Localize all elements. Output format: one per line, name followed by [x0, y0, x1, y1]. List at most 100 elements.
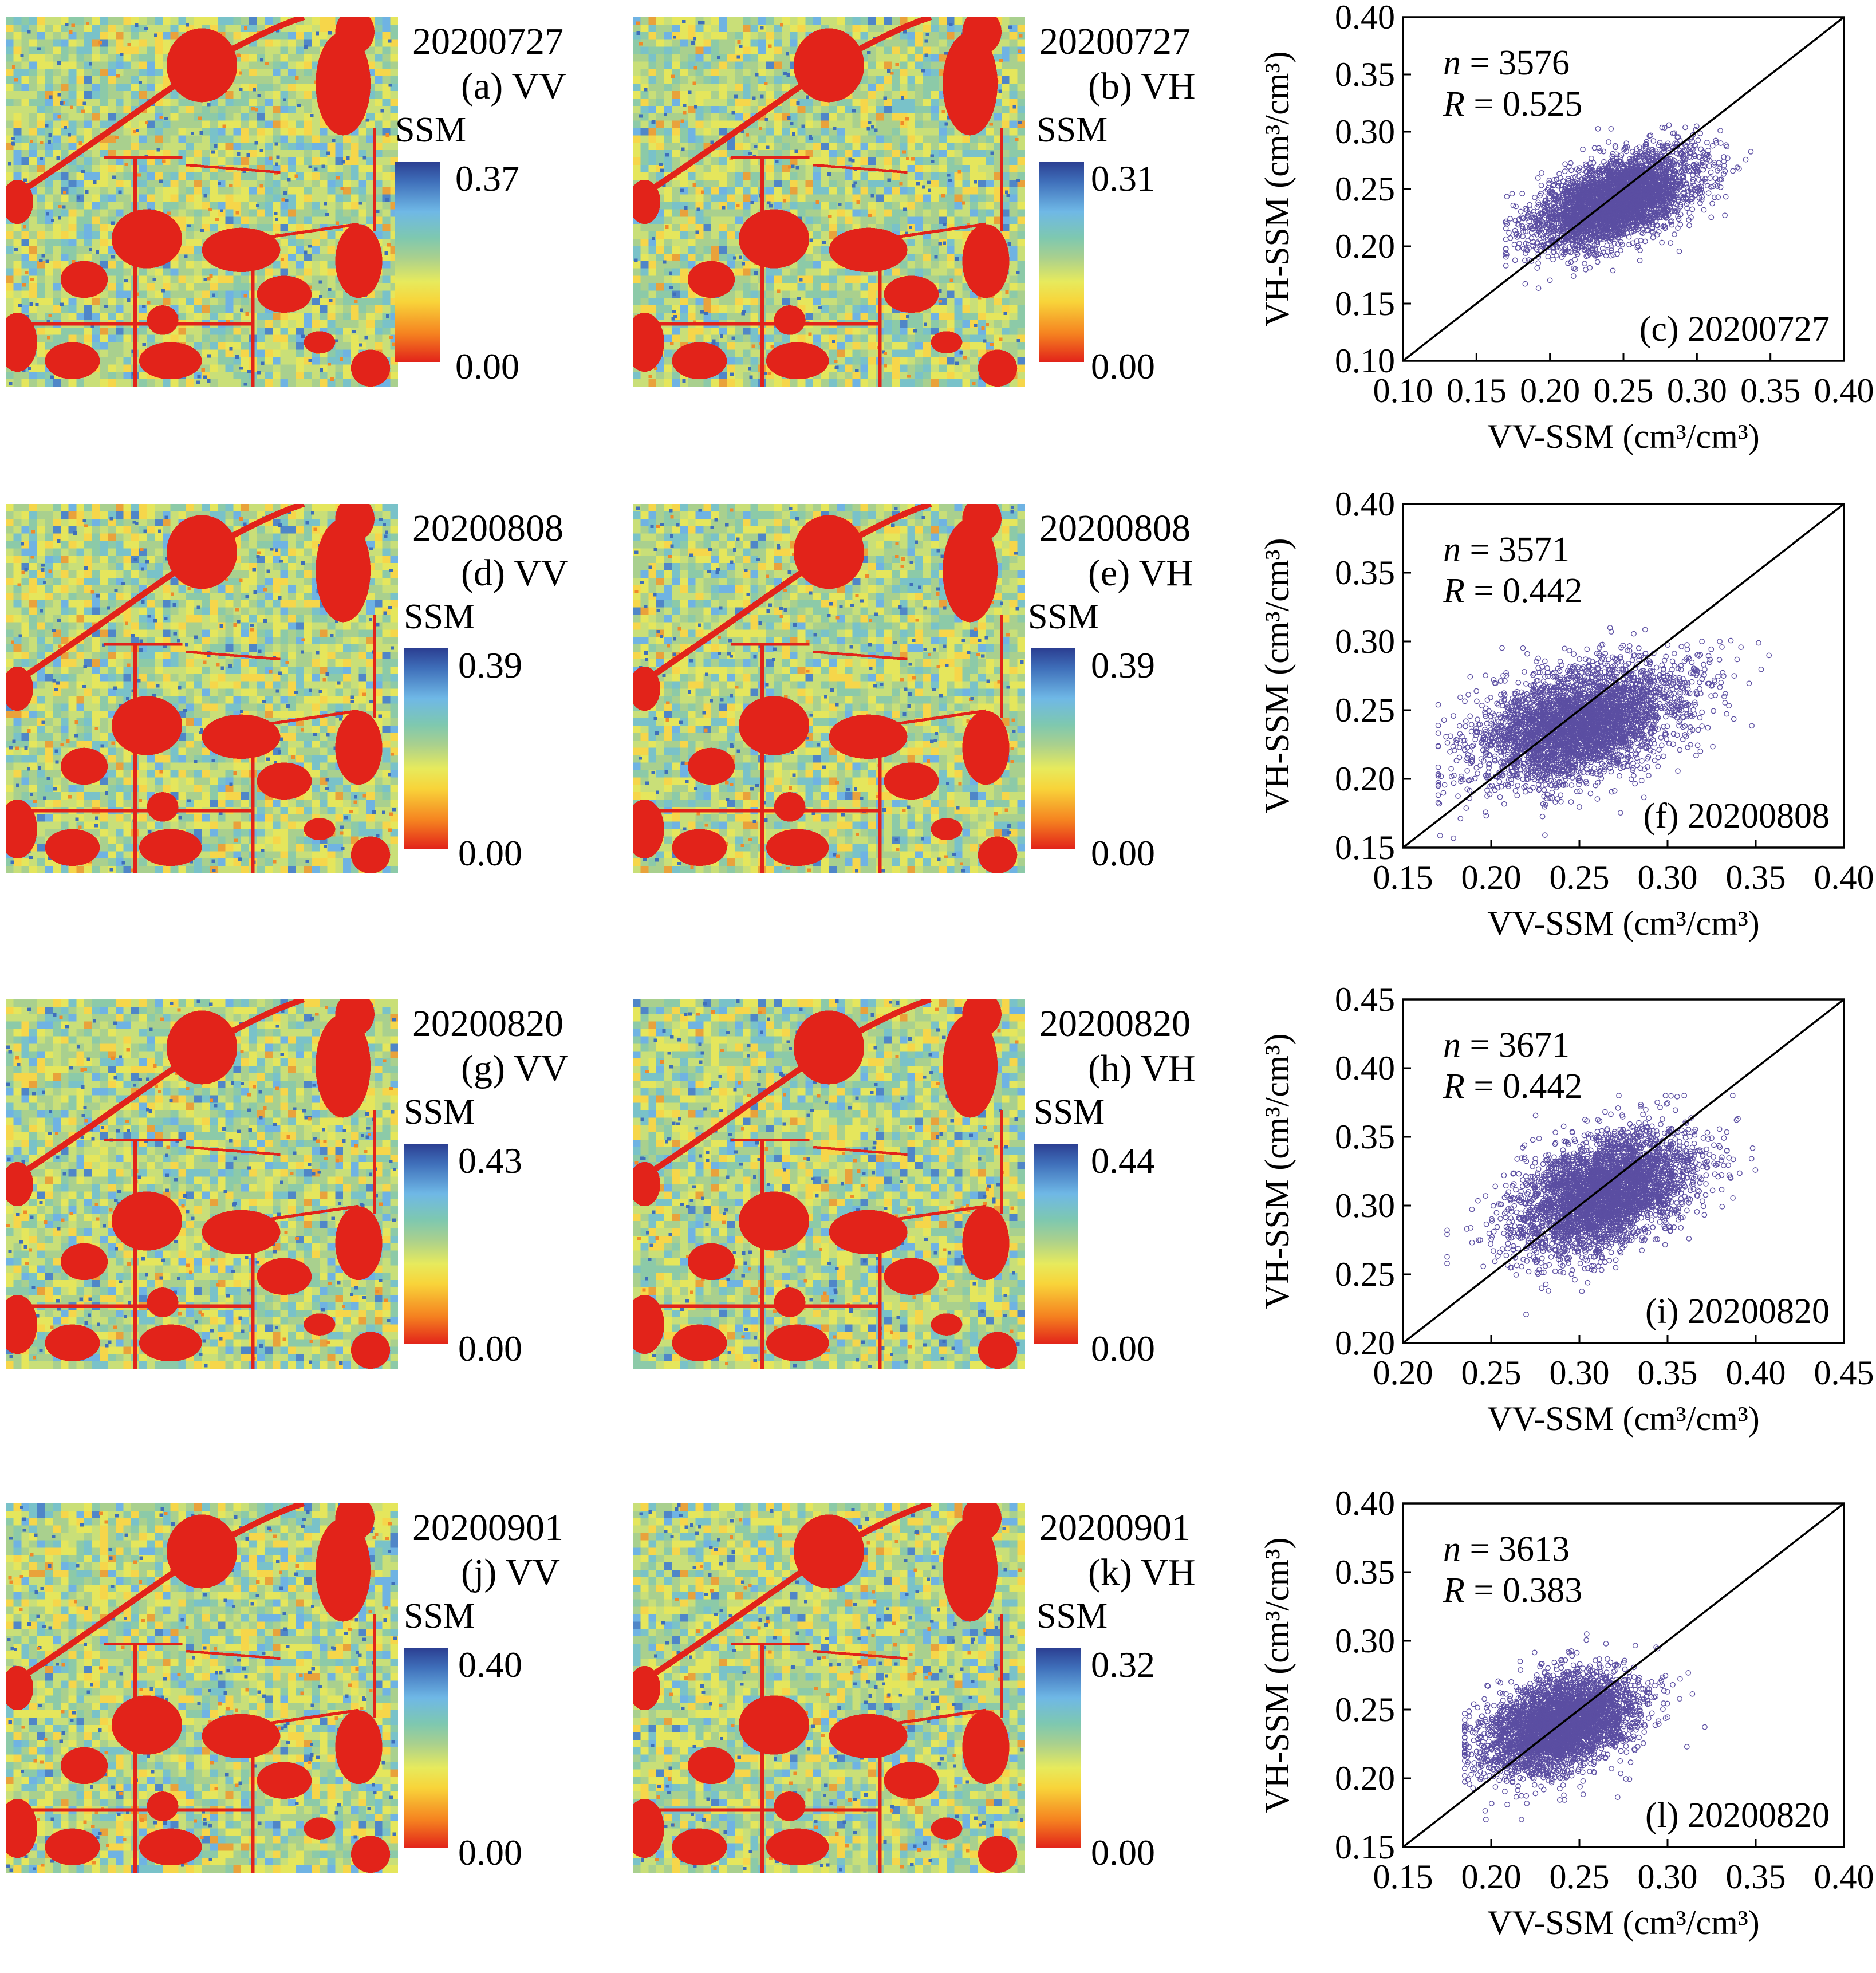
colorbar-min-label: 0.00: [1091, 835, 1155, 872]
scatter-point: [1524, 682, 1528, 686]
scatter-point: [1717, 685, 1722, 690]
scatter-point: [1523, 206, 1528, 211]
colorbar: [395, 162, 440, 362]
scatter-point: [1436, 731, 1440, 735]
colorbar: [1039, 162, 1084, 362]
scatter-point: [1698, 749, 1702, 754]
scatter-point: [1469, 722, 1474, 727]
scatter-point: [1701, 207, 1706, 212]
scatter-point: [1601, 149, 1606, 153]
scatter-point: [1513, 258, 1518, 262]
scatter-point: [1697, 686, 1702, 691]
scatter-point: [1508, 236, 1512, 241]
colorbar-title: SSM: [1036, 112, 1108, 148]
scatter-point: [1577, 174, 1581, 178]
scatter-point: [1683, 125, 1688, 129]
scatter-point: [1721, 172, 1726, 176]
scatter-point: [1448, 750, 1452, 754]
scatter-point: [1716, 195, 1720, 199]
scatter-point: [1571, 652, 1576, 656]
scatter-point: [1747, 681, 1751, 686]
map-date: 20200727: [412, 23, 563, 61]
y-tick-label: 0.40: [1335, 0, 1395, 36]
scatter-point: [1551, 257, 1555, 262]
scatter-point: [1536, 261, 1540, 265]
scatter-point: [1708, 170, 1713, 174]
scatter-point: [1504, 226, 1508, 231]
scatter-point: [1588, 791, 1593, 795]
scatter-point: [1464, 806, 1468, 810]
x-tick-label: 0.40: [1814, 372, 1874, 409]
scatter-point: [1639, 778, 1644, 783]
scatter-point: [1531, 671, 1536, 676]
scatter-point: [1536, 176, 1540, 180]
scatter-point: [1568, 260, 1573, 265]
scatter-point: [1469, 729, 1473, 734]
scatter-point: [1731, 168, 1735, 173]
scatter-point: [1706, 191, 1711, 195]
colorbar-max-label: 0.37: [455, 160, 519, 197]
scatter-point: [1512, 242, 1516, 247]
scatter-point: [1436, 723, 1440, 728]
colorbar-title: SSM: [404, 599, 475, 635]
scatter-point: [1610, 268, 1615, 273]
scatter-point: [1504, 263, 1508, 268]
y-tick-label: 0.30: [1335, 113, 1395, 151]
map-panel-label: (b) VH: [1088, 68, 1196, 105]
scatter-point: [1475, 771, 1480, 776]
scatter-point: [1606, 140, 1611, 144]
colorbar-title: SSM: [395, 112, 466, 148]
scatter-point: [1583, 267, 1588, 272]
scatter-point: [1724, 194, 1728, 199]
scatter-point: [1581, 147, 1585, 152]
map-date: 20200727: [1039, 23, 1191, 61]
scatter-point: [1743, 157, 1748, 162]
scatter-point: [1581, 770, 1586, 774]
scatter-points: [1504, 123, 1753, 290]
scatter-point: [1718, 185, 1723, 190]
scatter-point: [1706, 164, 1711, 168]
y-tick-label: 0.10: [1335, 342, 1395, 380]
scatter-point: [1697, 715, 1702, 720]
scatter-point: [1660, 240, 1664, 245]
scatter-point: [1651, 139, 1656, 143]
scatter-point: [1436, 702, 1440, 707]
scatter-point: [1676, 226, 1680, 230]
x-tick-label: 0.15: [1447, 372, 1507, 409]
ssm-map-vh: [633, 504, 1025, 873]
scatter-point: [1723, 213, 1727, 218]
colorbar-min-label: 0.00: [455, 348, 519, 385]
scatter-point: [1700, 724, 1704, 728]
map-panel-label: (a) VV: [461, 68, 566, 105]
scatter-point: [1668, 241, 1673, 245]
figure-row-1: 20200727 (a) VV SSM 0.37 0.00 20200727 (…: [0, 0, 1876, 487]
scatter-point: [1547, 278, 1552, 282]
scatter-point: [1563, 162, 1567, 166]
x-tick-label: 0.30: [1667, 372, 1727, 409]
scatter-point: [1595, 259, 1600, 264]
scatter-point: [1698, 131, 1702, 136]
scatter-point: [1720, 670, 1725, 675]
scatter-point: [1436, 793, 1440, 797]
y-axis-label: VH-SSM (cm³/cm³): [1258, 52, 1296, 327]
y-tick-label: 0.35: [1335, 56, 1395, 93]
ssm-raster: [6, 504, 398, 873]
scatter-point: [1678, 222, 1682, 227]
scatter-point: [1633, 781, 1637, 786]
scatter-point: [1563, 169, 1567, 174]
correlation-annotation: R = 0.525: [1443, 85, 1582, 124]
scatter-point: [1595, 797, 1599, 801]
scatter-point: [1711, 744, 1715, 749]
scatter-point: [1468, 714, 1472, 718]
scatter-point: [1687, 211, 1692, 215]
colorbar: [1031, 648, 1075, 849]
scatter-point: [1571, 266, 1576, 270]
scatter-point: [1451, 836, 1456, 841]
scatter-point: [1510, 191, 1514, 196]
scatter-point: [1519, 209, 1523, 214]
scatter-point: [1716, 160, 1721, 165]
scatter-point: [1638, 248, 1642, 253]
scatter-point: [1739, 645, 1743, 649]
